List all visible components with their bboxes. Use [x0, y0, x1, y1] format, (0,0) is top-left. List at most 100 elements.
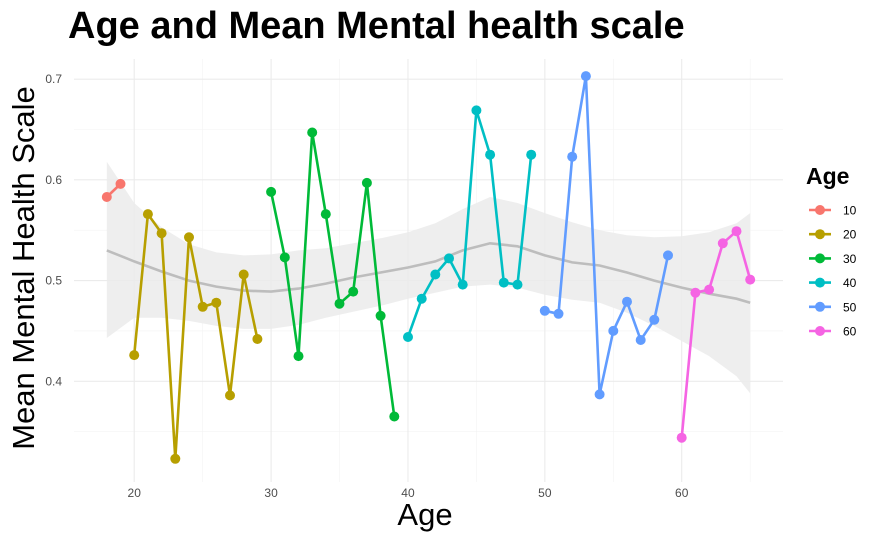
data-point-50-54	[594, 389, 605, 400]
data-point-40-46	[485, 149, 496, 160]
legend-items: 10 20 30 40 50 60	[809, 204, 857, 339]
series-10	[101, 178, 126, 202]
legend-key-point	[815, 253, 825, 264]
series-30	[266, 127, 400, 422]
smooth-trend-line	[106, 241, 751, 304]
data-point-20-20	[129, 350, 140, 361]
legend-item-10: 10	[809, 204, 857, 218]
series-50	[539, 71, 673, 400]
data-point-50-55	[608, 325, 619, 336]
data-point-20-22	[156, 228, 167, 239]
x-tick-label: 30	[264, 486, 278, 500]
legend-label: 50	[843, 300, 857, 314]
data-point-50-51	[553, 308, 564, 319]
legend-label: 20	[843, 228, 857, 242]
data-point-20-27	[225, 390, 235, 401]
data-point-60-61	[690, 287, 701, 298]
data-point-30-37	[361, 177, 372, 188]
data-point-20-29	[252, 334, 263, 344]
smooth-line	[106, 241, 751, 304]
series-line-60	[680, 229, 752, 438]
legend-item-50: 50	[809, 300, 857, 314]
legend-key-point	[815, 326, 825, 336]
series-20	[129, 209, 263, 464]
smooth-confidence-band	[106, 161, 751, 394]
data-point-60-65	[745, 274, 756, 285]
data-point-30-39	[389, 411, 400, 422]
data-point-50-53	[580, 71, 591, 82]
legend-item-30: 30	[809, 252, 857, 266]
data-point-40-45	[471, 105, 482, 116]
data-point-50-50	[539, 305, 550, 316]
data-point-40-41	[416, 293, 427, 304]
data-point-50-59	[663, 250, 673, 261]
series-line-50	[544, 74, 670, 396]
data-point-20-21	[142, 209, 153, 220]
data-point-30-31	[279, 252, 290, 263]
data-point-30-34	[320, 209, 331, 220]
legend-key-point	[815, 301, 825, 312]
data-point-20-24	[184, 232, 194, 243]
data-point-30-30	[266, 186, 277, 197]
data-point-30-35	[334, 298, 345, 309]
data-point-30-32	[293, 351, 304, 362]
data-point-20-23	[170, 453, 181, 464]
y-tick-label: 0.6	[45, 173, 62, 187]
data-point-40-43	[444, 253, 454, 264]
data-point-40-48	[512, 279, 523, 290]
legend-label: 40	[843, 276, 857, 290]
series-line-30	[269, 131, 396, 417]
legend-item-20: 20	[809, 228, 857, 242]
data-point-60-62	[704, 284, 715, 295]
data-point-30-33	[307, 127, 318, 138]
data-point-50-57	[635, 335, 646, 345]
y-tick-label: 0.5	[45, 274, 62, 288]
data-point-60-60	[676, 432, 687, 443]
legend-label: 60	[843, 325, 857, 339]
series-40	[403, 105, 537, 342]
x-tick-label: 50	[538, 486, 552, 500]
series-group	[101, 71, 756, 464]
data-point-60-64	[731, 226, 742, 237]
legend-key-point	[815, 205, 825, 215]
series-line-40	[406, 109, 533, 338]
data-point-10-18	[101, 192, 112, 202]
data-point-20-26	[211, 297, 222, 308]
data-point-50-58	[649, 314, 660, 325]
x-tick-label: 20	[128, 486, 142, 500]
x-axis-ticks: 20 30 40 50 60	[128, 486, 689, 500]
data-point-60-63	[717, 238, 728, 249]
legend-label: 10	[843, 204, 857, 218]
legend-key-point	[815, 229, 825, 240]
y-axis-ticks: 0.4 0.5 0.6 0.7	[45, 72, 62, 388]
data-point-40-40	[403, 332, 413, 342]
legend-label: 30	[843, 252, 857, 266]
y-tick-label: 0.4	[45, 374, 62, 388]
data-point-40-47	[498, 277, 509, 288]
legend: Age 10 20 30 40 50 60	[806, 163, 857, 339]
data-point-40-49	[526, 149, 537, 160]
data-point-20-25	[197, 301, 208, 312]
data-point-40-42	[430, 269, 441, 280]
y-tick-label: 0.7	[45, 72, 62, 86]
legend-key-point	[815, 277, 825, 288]
series-line-20	[132, 212, 259, 461]
legend-item-40: 40	[809, 276, 857, 290]
data-point-20-28	[238, 269, 249, 280]
legend-item-60: 60	[809, 325, 857, 339]
chart-title: Age and Mean Mental health scale	[68, 5, 685, 47]
x-axis-title: Age	[397, 497, 452, 532]
legend-title: Age	[806, 163, 849, 189]
series-60	[676, 226, 756, 443]
data-point-10-19	[115, 178, 126, 189]
data-point-30-36	[348, 286, 359, 297]
data-point-40-44	[457, 279, 468, 290]
data-point-50-52	[567, 151, 578, 162]
data-point-30-38	[375, 310, 386, 321]
x-tick-label: 40	[401, 486, 415, 500]
smooth-band	[106, 161, 751, 394]
y-axis-title: Mean Mental Health Scale	[6, 86, 41, 450]
x-tick-label: 60	[675, 486, 689, 500]
data-point-50-56	[622, 296, 632, 307]
